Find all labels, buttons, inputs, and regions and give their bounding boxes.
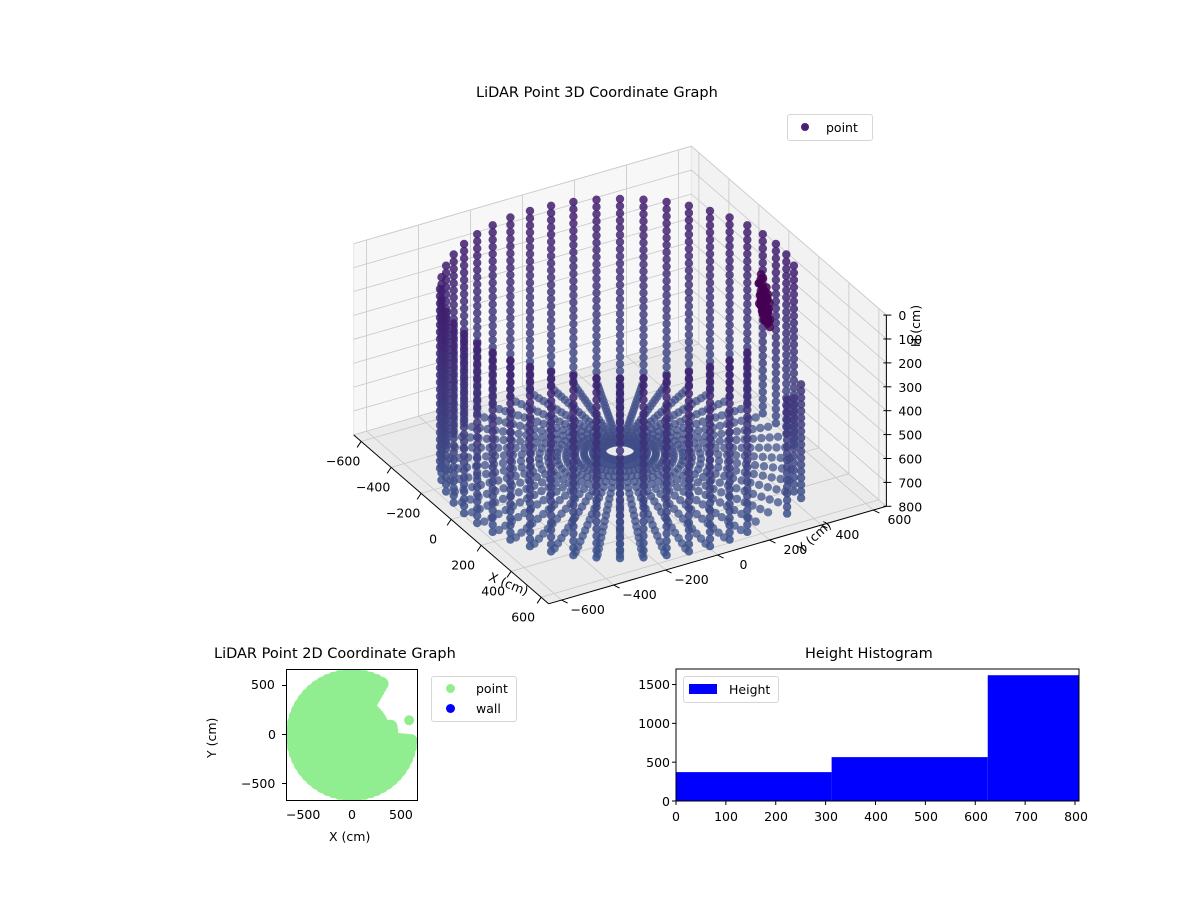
svg-text:0: 0 — [740, 557, 748, 572]
point-cloud — [435, 194, 806, 563]
plot2d-ytick: 500 — [251, 677, 275, 692]
plot2d-xtick: 500 — [389, 807, 413, 822]
plot2d-xtick: −500 — [286, 807, 321, 822]
hist-xtick: 800 — [1064, 809, 1088, 824]
plot3d-axes: −600 −400 −200 0 200 400 600 −600 −400 −200 0 200 40… — [326, 145, 923, 624]
hist-xtick: 200 — [764, 809, 788, 824]
svg-text:200: 200 — [898, 356, 922, 371]
svg-text:400: 400 — [898, 404, 922, 419]
plot2d-xlabel: X (cm) — [329, 829, 371, 844]
hist-legend: Height — [683, 676, 779, 703]
svg-text:700: 700 — [898, 475, 922, 490]
legend-height-label: Height — [729, 681, 771, 697]
svg-text:0: 0 — [429, 531, 437, 546]
plot3d-legend: point — [787, 114, 873, 141]
svg-text:800: 800 — [898, 499, 922, 514]
legend-height-swatch-icon — [689, 684, 717, 694]
hist-xtick: 500 — [914, 809, 938, 824]
hist-xtick: 300 — [814, 809, 838, 824]
svg-text:600: 600 — [511, 609, 535, 624]
svg-text:−600: −600 — [326, 453, 360, 468]
hist-xtick: 700 — [1014, 809, 1038, 824]
hist-xtick: 600 — [964, 809, 988, 824]
hist-ytick: 1500 — [638, 677, 670, 692]
plot2d-axes — [286, 669, 418, 801]
histogram-bar — [987, 675, 1079, 801]
hist-xtick: 0 — [672, 809, 680, 824]
plot2d-ylabel: Y (cm) — [204, 717, 219, 758]
zlabel: H (cm) — [908, 305, 923, 347]
svg-text:0: 0 — [898, 308, 906, 323]
hist-ytick: 500 — [646, 755, 670, 770]
svg-text:−600: −600 — [570, 602, 604, 617]
plot2d-xtick: 0 — [348, 807, 356, 822]
legend-point-marker-icon — [801, 123, 809, 131]
svg-text:100: 100 — [898, 332, 922, 347]
plot3d-title: LiDAR Point 3D Coordinate Graph — [476, 85, 718, 101]
svg-text:−400: −400 — [622, 587, 656, 602]
histogram-bar — [676, 772, 832, 801]
svg-text:600: 600 — [898, 451, 922, 466]
svg-text:500: 500 — [898, 428, 922, 443]
legend-point-marker-icon — [446, 683, 455, 693]
svg-text:−200: −200 — [674, 572, 708, 587]
plot2d-legend: point wall — [431, 676, 517, 722]
plot2d-ytick: 0 — [268, 727, 276, 742]
svg-text:400: 400 — [835, 527, 859, 542]
histogram-bar — [831, 757, 988, 801]
hist-xtick: 100 — [714, 809, 738, 824]
hist-title: Height Histogram — [805, 646, 933, 662]
plot2d-title: LiDAR Point 2D Coordinate Graph — [214, 646, 456, 662]
legend-point-label: point — [476, 680, 508, 696]
hist-ytick: 1000 — [638, 716, 670, 731]
hist-ytick: 0 — [662, 794, 670, 809]
plot2d-ytick: −500 — [241, 776, 276, 791]
svg-text:200: 200 — [451, 557, 475, 572]
hist-xtick: 400 — [864, 809, 888, 824]
legend-wall-label: wall — [476, 700, 501, 716]
legend-point-label: point — [826, 119, 858, 135]
svg-text:−400: −400 — [356, 479, 390, 494]
svg-text:200: 200 — [784, 542, 808, 557]
svg-text:600: 600 — [887, 512, 911, 527]
hist-axes — [672, 668, 1080, 805]
svg-text:300: 300 — [898, 380, 922, 395]
svg-text:−200: −200 — [386, 505, 420, 520]
legend-wall-marker-icon — [446, 703, 455, 713]
svg-text:400: 400 — [481, 583, 505, 598]
